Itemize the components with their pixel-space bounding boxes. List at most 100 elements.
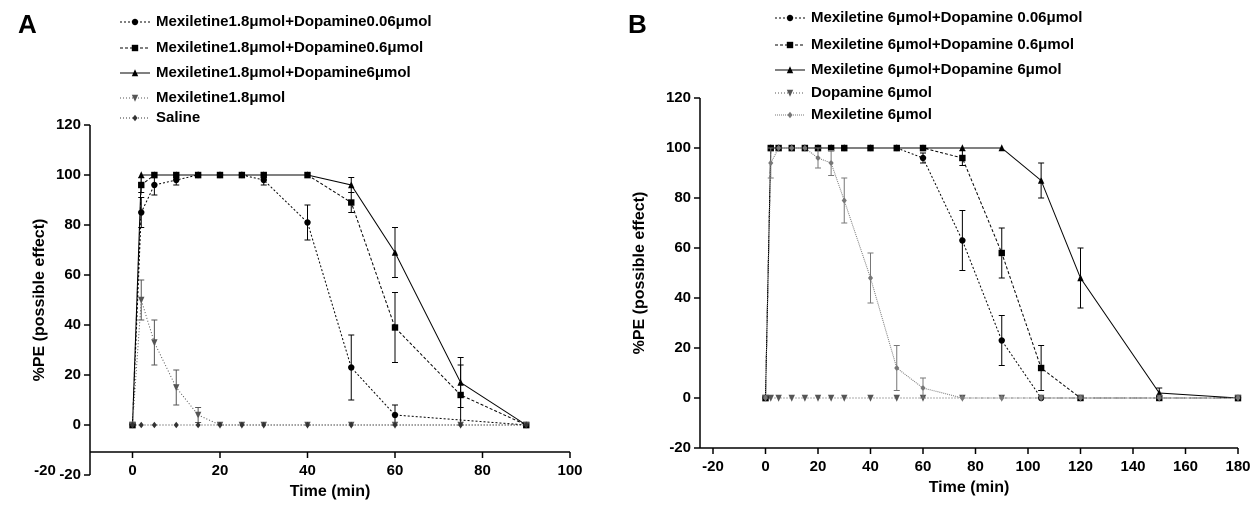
marker: [348, 199, 355, 206]
series-line: [132, 174, 527, 426]
marker: [959, 154, 966, 162]
series-line: [132, 299, 527, 426]
x-axis-title: Time (min): [290, 483, 371, 500]
series-line: [132, 174, 527, 426]
marker: [775, 394, 782, 402]
marker: [762, 394, 769, 402]
legend-marker: [786, 41, 794, 49]
legend-label: Mexiletine1.8μmol: [156, 89, 285, 106]
marker: [1037, 364, 1045, 372]
marker: [1156, 389, 1163, 397]
marker: [815, 154, 821, 162]
marker: [138, 171, 145, 179]
series: [129, 279, 530, 429]
x-tick-label: 100: [1015, 458, 1040, 475]
marker: [217, 421, 223, 429]
legend-marker: [786, 66, 794, 74]
y-tick-label: 120: [56, 116, 81, 133]
x-tick-label: 100: [557, 462, 582, 479]
marker: [841, 144, 848, 152]
legend-marker: [131, 94, 139, 102]
y-tick-label: 100: [56, 166, 81, 183]
legend-marker: [132, 114, 138, 122]
series: [129, 171, 530, 429]
legend-label: Mexiletine1.8μmol+Dopamine0.6μmol: [156, 39, 423, 56]
marker: [457, 378, 464, 386]
x-tick-label: 20: [212, 462, 229, 479]
marker: [523, 421, 529, 429]
x-axis-title: Time (min): [929, 479, 1010, 496]
marker: [768, 159, 774, 167]
legend-label: Mexiletine 6μmol+Dopamine 0.6μmol: [811, 36, 1074, 53]
x-tick-label: 40: [862, 458, 879, 475]
marker: [138, 296, 145, 304]
marker: [919, 154, 927, 162]
marker: [151, 339, 158, 347]
legend-label: Mexiletine 6μmol: [811, 106, 932, 123]
y-tick-label: 0: [73, 416, 81, 433]
y-tick-label: 120: [666, 89, 691, 106]
marker: [827, 144, 835, 152]
x-tick-label: 60: [387, 462, 404, 479]
marker: [841, 197, 847, 204]
x-tick-label: 120: [1068, 458, 1093, 475]
legend-marker: [131, 44, 139, 52]
marker: [1235, 394, 1241, 402]
marker: [195, 421, 201, 429]
marker: [919, 144, 927, 152]
x-tick-label: 180: [1225, 458, 1250, 475]
marker: [173, 171, 180, 179]
series: [762, 394, 1242, 402]
y-tick-label: 20: [674, 339, 691, 356]
series-line: [132, 174, 527, 426]
marker: [998, 337, 1005, 344]
y-axis-title: %PE (possible effect): [31, 219, 48, 382]
y-tick-label: 40: [64, 316, 81, 333]
x-tick-label: -20: [702, 458, 724, 475]
marker: [261, 421, 267, 429]
marker: [959, 144, 966, 152]
x-tick-label: 140: [1120, 458, 1145, 475]
marker: [348, 421, 354, 429]
marker: [841, 394, 848, 402]
legend-label: Saline: [156, 109, 200, 126]
y-tick-label: 60: [64, 266, 81, 283]
x-tick-label: 0: [128, 462, 136, 479]
legend-marker: [131, 69, 139, 77]
legend-label: Mexiletine 6μmol+Dopamine 6μmol: [811, 61, 1062, 78]
marker: [348, 181, 355, 189]
marker: [304, 219, 311, 226]
marker: [1077, 394, 1084, 402]
marker: [801, 394, 809, 402]
legend-marker: [786, 14, 794, 22]
x-tick-label: 20: [810, 458, 827, 475]
y-tick-label: 40: [674, 289, 691, 306]
marker: [391, 248, 399, 256]
legend-label: Mexiletine1.8μmol+Dopamine0.06μmol: [156, 13, 432, 30]
marker: [776, 144, 782, 152]
marker: [894, 364, 900, 372]
marker: [1156, 394, 1162, 402]
marker: [458, 421, 464, 429]
legend-label: Mexiletine 6μmol+Dopamine 0.06μmol: [811, 9, 1082, 26]
marker: [151, 181, 158, 189]
marker: [959, 237, 966, 244]
marker: [138, 209, 145, 216]
marker: [998, 249, 1005, 257]
marker: [814, 394, 822, 402]
series: [762, 144, 1241, 402]
marker: [893, 394, 900, 402]
y-tick-label: 20: [64, 366, 81, 383]
marker: [789, 144, 795, 152]
legend-marker: [131, 18, 139, 26]
legend-marker: [787, 111, 793, 119]
series: [129, 171, 530, 429]
y-tick-label: 0: [683, 389, 691, 406]
legend-label: Mexiletine1.8μmol+Dopamine6μmol: [156, 64, 411, 81]
marker: [391, 324, 399, 331]
x-tick-label: 160: [1173, 458, 1198, 475]
y-tick-label: 80: [674, 189, 691, 206]
panel-label: B: [628, 9, 647, 39]
marker: [827, 394, 835, 402]
